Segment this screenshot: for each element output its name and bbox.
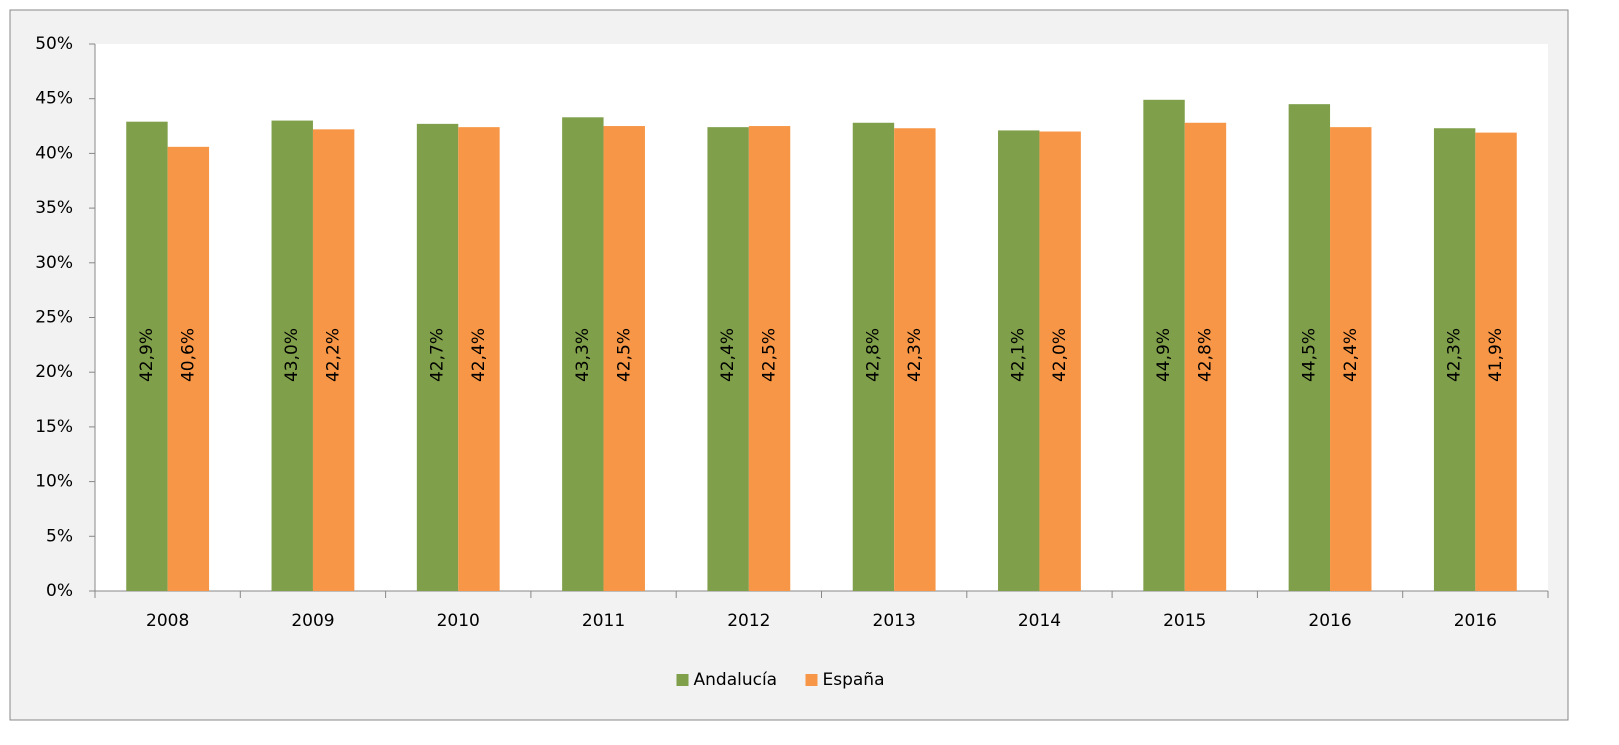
data-label: 42,0% — [1050, 328, 1070, 382]
y-tick-label: 20% — [35, 362, 73, 382]
data-label: 42,4% — [469, 328, 489, 382]
x-tick-label: 2012 — [727, 611, 770, 631]
y-tick-label: 50% — [35, 34, 73, 54]
bar — [1288, 104, 1331, 592]
data-label: 42,8% — [863, 328, 883, 382]
y-tick-label: 10% — [35, 472, 73, 492]
data-label: 42,4% — [1341, 328, 1361, 382]
x-tick-label: 2011 — [582, 611, 625, 631]
data-label: 43,0% — [282, 328, 302, 382]
bar — [894, 128, 936, 591]
legend-label: España — [823, 670, 885, 690]
y-tick-label: 0% — [46, 581, 73, 601]
data-label: 42,5% — [614, 328, 634, 382]
x-tick-label: 2016 — [1454, 611, 1497, 631]
y-tick-label: 15% — [35, 417, 73, 437]
bar — [271, 120, 313, 591]
data-label: 42,7% — [428, 328, 448, 382]
y-tick-label: 40% — [35, 143, 73, 163]
bar — [126, 121, 168, 591]
bar — [458, 127, 500, 592]
x-tick-label: 2015 — [1163, 611, 1206, 631]
bar — [1143, 99, 1185, 591]
bar — [852, 122, 895, 591]
legend-swatch — [676, 674, 689, 686]
x-tick-label: 2010 — [437, 611, 480, 631]
data-label: 42,2% — [324, 328, 344, 382]
data-label: 44,9% — [1154, 328, 1174, 382]
x-tick-label: 2013 — [873, 611, 916, 631]
bar — [167, 146, 210, 591]
data-label: 42,4% — [718, 328, 738, 382]
bar — [748, 126, 791, 592]
data-label: 42,9% — [137, 328, 157, 382]
bar — [416, 123, 459, 591]
data-label: 42,8% — [1195, 328, 1215, 382]
data-label: 42,3% — [1445, 328, 1465, 382]
bar — [1475, 132, 1517, 591]
y-tick-label: 35% — [35, 198, 73, 218]
data-label: 44,5% — [1299, 328, 1319, 382]
bar — [603, 126, 645, 592]
legend-label: Andalucía — [694, 670, 778, 690]
x-tick-label: 2014 — [1018, 611, 1061, 631]
data-label: 42,1% — [1009, 328, 1029, 382]
bar — [1039, 131, 1081, 591]
data-label: 41,9% — [1486, 328, 1506, 382]
bar — [312, 129, 355, 591]
x-tick-label: 2009 — [291, 611, 334, 631]
data-label: 40,6% — [178, 328, 198, 382]
bar — [998, 130, 1040, 591]
x-tick-label: 2008 — [146, 611, 189, 631]
x-tick-label: 2016 — [1308, 611, 1351, 631]
y-tick-label: 45% — [35, 89, 73, 109]
y-tick-label: 25% — [35, 308, 73, 328]
bar — [1330, 127, 1372, 592]
y-tick-label: 30% — [35, 253, 73, 273]
legend-swatch — [805, 674, 818, 686]
bar — [1433, 128, 1476, 591]
data-label: 43,3% — [573, 328, 593, 382]
bar — [707, 127, 749, 592]
data-label: 42,3% — [905, 328, 925, 382]
bar — [562, 117, 604, 591]
y-tick-label: 5% — [46, 526, 73, 546]
bar — [1184, 122, 1227, 591]
data-label: 42,5% — [760, 328, 780, 382]
